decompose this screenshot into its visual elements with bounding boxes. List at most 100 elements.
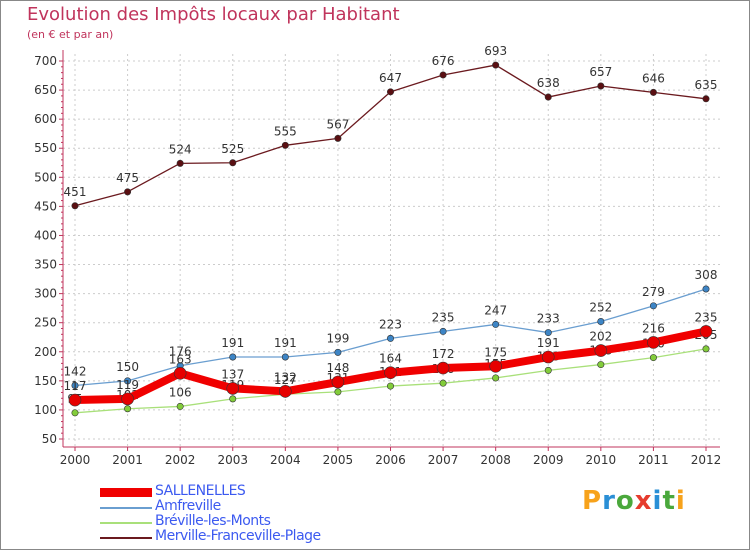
data-point-sallenelles — [384, 366, 397, 380]
data-label-merville-franceville-plage: 647 — [379, 71, 402, 85]
legend-label-breville: Bréville-les-Monts — [155, 513, 271, 529]
data-label-merville-franceville-plage: 638 — [537, 76, 560, 90]
data-point-br-ville-les-monts — [649, 354, 657, 362]
data-label-amfreville: 279 — [642, 285, 665, 299]
data-point-sallenelles — [594, 344, 608, 357]
data-point-amfreville — [281, 353, 289, 361]
y-tick-label: 350 — [34, 258, 57, 272]
data-point-merville-franceville-plage — [492, 61, 500, 69]
data-point-amfreville — [386, 334, 394, 342]
data-point-merville-franceville-plage — [176, 159, 184, 167]
data-point-merville-franceville-plage — [544, 93, 552, 101]
data-point-merville-franceville-plage — [649, 88, 657, 96]
data-label-amfreville: 142 — [64, 364, 87, 378]
legend-swatch-breville — [100, 522, 152, 524]
y-tick-label: 500 — [34, 170, 57, 184]
data-label-merville-franceville-plage: 567 — [326, 117, 349, 131]
data-point-sallenelles — [436, 361, 450, 375]
data-point-br-ville-les-monts — [176, 402, 184, 410]
data-label-sallenelles: 172 — [432, 347, 455, 361]
data-label-sallenelles: 137 — [221, 367, 244, 381]
data-point-amfreville — [702, 285, 710, 293]
data-point-sallenelles — [68, 393, 82, 407]
data-label-amfreville: 233 — [537, 312, 560, 326]
data-point-br-ville-les-monts — [544, 366, 552, 374]
data-label-sallenelles: 119 — [116, 378, 139, 392]
y-tick-label: 700 — [34, 54, 57, 68]
data-label-amfreville: 252 — [589, 301, 612, 315]
data-label-merville-franceville-plage: 657 — [589, 65, 612, 79]
data-label-merville-franceville-plage: 693 — [484, 44, 507, 58]
data-point-sallenelles — [121, 392, 134, 406]
data-label-amfreville: 235 — [432, 310, 455, 324]
x-tick-label: 2004 — [270, 453, 301, 467]
x-tick-label: 2006 — [375, 453, 406, 467]
data-label-sallenelles: 235 — [695, 310, 718, 324]
data-point-merville-franceville-plage — [334, 134, 342, 142]
data-point-merville-franceville-plage — [386, 88, 394, 96]
data-label-sallenelles: 163 — [169, 352, 192, 366]
data-label-sallenelles: 175 — [484, 345, 507, 359]
data-point-merville-franceville-plage — [281, 141, 289, 149]
x-tick-label: 2011 — [638, 453, 669, 467]
x-tick-label: 2009 — [533, 453, 564, 467]
data-point-merville-franceville-plage — [702, 95, 710, 103]
legend-swatch-merville — [100, 537, 152, 539]
y-tick-label: 300 — [34, 287, 57, 301]
data-point-merville-franceville-plage — [229, 159, 237, 167]
logo-letter: i — [652, 486, 663, 516]
data-point-amfreville — [229, 353, 237, 361]
data-point-amfreville — [597, 318, 605, 326]
data-label-sallenelles: 117 — [64, 379, 87, 393]
data-point-sallenelles — [226, 382, 240, 395]
data-label-amfreville: 176 — [169, 345, 192, 359]
data-point-sallenelles — [173, 366, 187, 380]
data-point-merville-franceville-plage — [439, 71, 447, 79]
data-point-sallenelles — [489, 360, 502, 373]
data-point-br-ville-les-monts — [386, 382, 394, 390]
y-tick-label: 200 — [34, 345, 57, 359]
data-label-merville-franceville-plage: 525 — [221, 142, 244, 156]
x-tick-label: 2010 — [586, 453, 617, 467]
data-label-sallenelles: 132 — [274, 370, 297, 384]
data-point-amfreville — [334, 348, 342, 356]
data-label-amfreville: 150 — [116, 360, 139, 374]
data-point-br-ville-les-monts — [124, 405, 132, 413]
y-tick-label: 400 — [34, 228, 57, 242]
data-label-amfreville: 223 — [379, 317, 402, 331]
data-point-br-ville-les-monts — [439, 379, 447, 387]
data-point-merville-franceville-plage — [124, 188, 132, 196]
data-label-merville-franceville-plage: 451 — [64, 185, 87, 199]
logo-letter: o — [615, 486, 635, 516]
data-label-merville-franceville-plage: 676 — [432, 54, 455, 68]
data-point-amfreville — [649, 302, 657, 310]
chart-subtitle: (en € et par an) — [27, 28, 114, 41]
x-tick-label: 2007 — [428, 453, 459, 467]
data-label-br-ville-les-monts: 127 — [274, 373, 297, 387]
x-tick-label: 2003 — [217, 453, 248, 467]
data-point-br-ville-les-monts — [71, 409, 79, 417]
chart-title: Evolution des Impôts locaux par Habitant — [27, 4, 400, 25]
data-label-sallenelles: 148 — [326, 361, 349, 375]
data-label-amfreville: 191 — [221, 336, 244, 350]
data-point-amfreville — [544, 329, 552, 337]
data-label-amfreville: 199 — [326, 331, 349, 345]
y-tick-label: 250 — [34, 316, 57, 330]
y-tick-label: 450 — [34, 199, 57, 213]
data-label-amfreville: 191 — [274, 336, 297, 350]
data-label-merville-franceville-plage: 475 — [116, 171, 139, 185]
data-point-br-ville-les-monts — [492, 374, 500, 382]
data-label-sallenelles: 191 — [537, 336, 560, 350]
logo-letter: r — [602, 486, 616, 516]
data-point-amfreville — [492, 320, 500, 328]
data-label-sallenelles: 202 — [589, 330, 612, 344]
logo-letter: i — [675, 486, 686, 516]
data-label-merville-franceville-plage: 555 — [274, 124, 297, 138]
data-label-sallenelles: 216 — [642, 321, 665, 335]
x-tick-label: 2000 — [60, 453, 91, 467]
data-point-amfreville — [71, 381, 79, 389]
legend-swatch-sallenelles — [100, 488, 152, 497]
y-tick-label: 150 — [34, 374, 57, 388]
y-tick-label: 50 — [42, 432, 57, 446]
data-point-merville-franceville-plage — [71, 202, 79, 210]
